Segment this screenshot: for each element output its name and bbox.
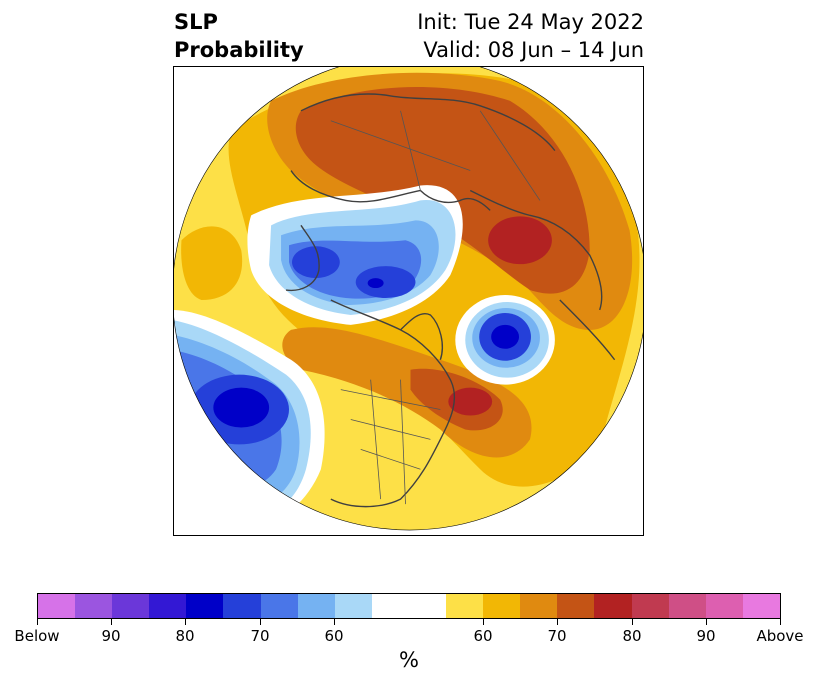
colorbar-tick-label: 70 <box>250 627 270 645</box>
colorbar-swatch <box>112 594 150 618</box>
deep-blue-core-2 <box>367 278 384 289</box>
title-left: SLP Probability <box>174 8 304 64</box>
red-core-siberia <box>488 216 552 265</box>
colorbar-tick-label: 70 <box>547 627 567 645</box>
colorbar-swatch <box>408 594 447 618</box>
colorbar-swatch <box>557 594 595 618</box>
valid-range: Valid: 08 Jun – 14 Jun <box>423 38 644 62</box>
colorbar-swatch <box>520 594 558 618</box>
probability-map <box>174 67 643 531</box>
colorbar-swatch <box>149 594 187 618</box>
map-panel <box>173 66 644 536</box>
colorbar-swatch <box>371 594 409 618</box>
colorbar-tick <box>557 619 558 625</box>
colorbar-swatch <box>446 594 484 618</box>
colorbar-swatch <box>705 594 743 618</box>
colorbar-swatch <box>75 594 113 618</box>
title-right: Init: Tue 24 May 2022 Valid: 08 Jun – 14… <box>417 8 644 64</box>
colorbar-swatch <box>594 594 632 618</box>
colorbar-swatch <box>297 594 335 618</box>
colorbar-tick <box>334 619 335 625</box>
colorbar-tick-label: 80 <box>622 627 642 645</box>
royal-blue-core-1 <box>291 246 340 279</box>
colorbar-swatch <box>223 594 261 618</box>
colorbar-tick <box>483 619 484 625</box>
colorbar-swatch <box>186 594 224 618</box>
map-disc <box>174 67 643 531</box>
gold-region-west <box>181 226 243 301</box>
colorbar-tick <box>706 619 707 625</box>
colorbar-tick <box>632 619 633 625</box>
colorbar-tick-label: 60 <box>324 627 344 645</box>
colorbar-swatch <box>483 594 521 618</box>
colorbar-tick-label: 90 <box>696 627 716 645</box>
colorbar-swatch <box>38 594 76 618</box>
royal-blue-core-2 <box>355 266 416 299</box>
init-date: Init: Tue 24 May 2022 <box>417 10 644 34</box>
colorbar-tick <box>260 619 261 625</box>
colorbar-tick <box>111 619 112 625</box>
colorbar-tick-label: 90 <box>101 627 121 645</box>
colorbar <box>37 593 781 619</box>
title-type: Probability <box>174 38 304 62</box>
colorbar-swatch <box>668 594 706 618</box>
colorbar-tick-label: Above <box>756 627 804 645</box>
atlantic-deep-blue <box>491 324 520 349</box>
colorbar-tick-label: 60 <box>473 627 493 645</box>
colorbar-swatch <box>334 594 372 618</box>
coastlines <box>285 93 616 508</box>
title-variable: SLP <box>174 10 218 34</box>
red-core-atlantic <box>448 387 493 416</box>
colorbar-swatch <box>742 594 780 618</box>
colorbar-tick <box>37 619 38 625</box>
pacific-deep-blue <box>213 387 270 428</box>
colorbar-unit-label: % <box>399 648 419 672</box>
colorbar-tick <box>780 619 781 625</box>
map-boundary <box>174 67 643 531</box>
colorbar-tick-label: 80 <box>175 627 195 645</box>
borders <box>330 110 541 505</box>
colorbar-swatch <box>631 594 669 618</box>
colorbar-tick-label: Below <box>14 627 60 645</box>
colorbar-swatch <box>260 594 298 618</box>
colorbar-tick <box>185 619 186 625</box>
